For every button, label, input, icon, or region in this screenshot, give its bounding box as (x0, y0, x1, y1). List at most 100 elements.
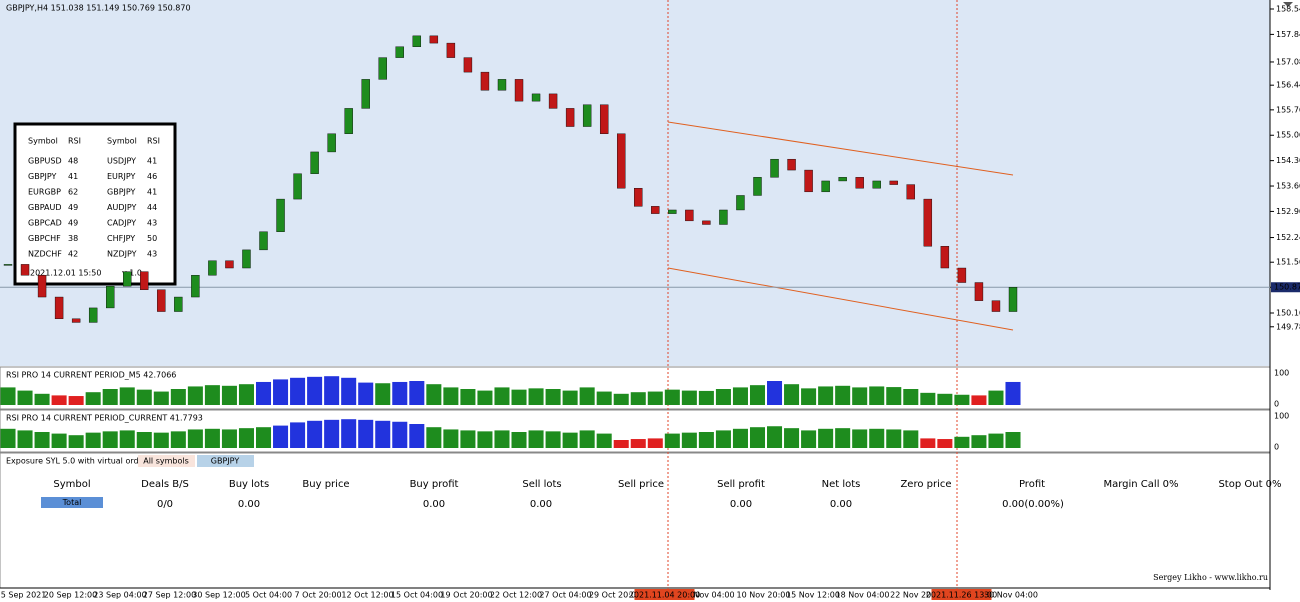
price-label: 152.960 (1276, 207, 1300, 216)
table-cell: 38 (68, 234, 78, 243)
rsi-bar (511, 432, 527, 448)
rsi-bar (238, 428, 254, 448)
candle (923, 198, 933, 247)
table-version: v 1.0 (122, 269, 142, 278)
total-cell: 0.00(0.00%) (1002, 499, 1064, 510)
candle (804, 169, 813, 193)
rsi-bar (153, 432, 169, 448)
time-highlight (634, 589, 695, 600)
rsi-bar (51, 395, 67, 405)
rsi-bar (358, 382, 374, 405)
rsi-bar (443, 387, 459, 405)
candle (71, 318, 81, 323)
table-cell: NZDCHF (28, 250, 62, 259)
time-label: 12 Oct 12:00 (341, 591, 393, 600)
rsi-bar (477, 431, 493, 448)
price-label: 150.160 (1276, 309, 1300, 318)
rsi-bar (852, 387, 868, 405)
rsi-bar (307, 376, 323, 405)
rsi-bar (85, 392, 101, 405)
rsi-bar (170, 389, 186, 405)
candle (770, 158, 779, 178)
rsi-bar (579, 387, 595, 405)
rsi-bar (102, 431, 118, 448)
current-price-label: 150.870 (1274, 283, 1300, 292)
rsi-bar (51, 433, 67, 448)
rsi-bar (68, 396, 84, 405)
rsi-bar (954, 436, 970, 448)
rsi-bar (68, 435, 84, 448)
tab[interactable] (138, 455, 195, 467)
rsi-bar (187, 429, 203, 448)
rsi-bar (971, 435, 987, 448)
candle (37, 275, 47, 298)
rsi-bar (954, 394, 970, 405)
table-cell: 46 (147, 172, 157, 181)
tab[interactable] (197, 455, 254, 467)
rsi-bar (375, 420, 391, 448)
time-label: 22 Nov 20: (890, 591, 934, 600)
exposure-panel (0, 452, 1271, 589)
rsi-bar (85, 432, 101, 448)
rsi-bar (698, 432, 714, 448)
column-header: Buy profit (410, 479, 459, 490)
rsi-bar (119, 430, 135, 448)
column-header: Buy price (302, 479, 349, 490)
table-cell: 42 (68, 250, 78, 259)
rsi-bar (1005, 432, 1021, 448)
rsi-bar (732, 428, 748, 448)
rsi-bar (732, 387, 748, 405)
candle (651, 206, 660, 214)
scroll-arrow (1283, 2, 1293, 7)
candle (446, 42, 456, 58)
current-price-bg (1271, 282, 1300, 293)
panel-axis: 100 (1274, 412, 1289, 421)
candle (736, 195, 745, 211)
rsi-bar (443, 429, 459, 448)
column-header: Sell profit (717, 479, 765, 490)
candle (293, 173, 302, 200)
panel-axis: 0 (1274, 443, 1279, 452)
rsi-bar (426, 384, 442, 405)
table-cell: CHFJPY (107, 234, 135, 243)
rsi-bar (170, 431, 186, 448)
rsi-table: Symbol RSI Symbol RSI GBPUSD 48 USDJPY 41 GBPJPY… (13, 122, 177, 286)
table-cell: 41 (68, 172, 78, 181)
time-label: 18 Nov 04:00 (836, 591, 890, 600)
price-label: 149.780 (1276, 322, 1300, 331)
column-header: Deals B/S (141, 479, 189, 490)
price-label: 155.060 (1276, 131, 1300, 140)
rsi-bar (324, 376, 340, 405)
rsi-bar (562, 390, 578, 405)
time-label: 2021.11.04 20:00 (629, 591, 700, 600)
total-cell: 0.00 (730, 499, 752, 510)
candle (906, 184, 915, 200)
column-header: Margin Call 0% (1103, 479, 1178, 490)
rsi-bar (545, 431, 561, 448)
rsi-bar (204, 428, 220, 448)
table-time: 2021.12.01 15:50 (30, 269, 101, 278)
tab-label[interactable]: GBPJPY (211, 457, 240, 466)
candle (157, 289, 166, 312)
tab-label[interactable]: All symbols (143, 457, 189, 466)
candle (140, 271, 149, 290)
price-label: 158.540 (1276, 5, 1300, 14)
candle (310, 151, 319, 174)
rsi-bar (852, 429, 868, 448)
candle (361, 79, 370, 109)
column-header: Sell lots (522, 479, 561, 490)
candle (565, 108, 575, 127)
rsi-bar (528, 388, 544, 405)
rsi-bar (886, 429, 902, 448)
candle (634, 188, 643, 207)
candle (719, 209, 728, 225)
table-cell: 50 (147, 234, 157, 243)
candle (582, 104, 592, 127)
table-cell: EURGBP (28, 188, 61, 197)
rsi-bar (290, 377, 306, 405)
candle (617, 133, 626, 189)
rsi-bar (238, 384, 254, 405)
time-label: 30 Nov 04:00 (984, 591, 1038, 600)
rsi-bar (681, 432, 697, 448)
